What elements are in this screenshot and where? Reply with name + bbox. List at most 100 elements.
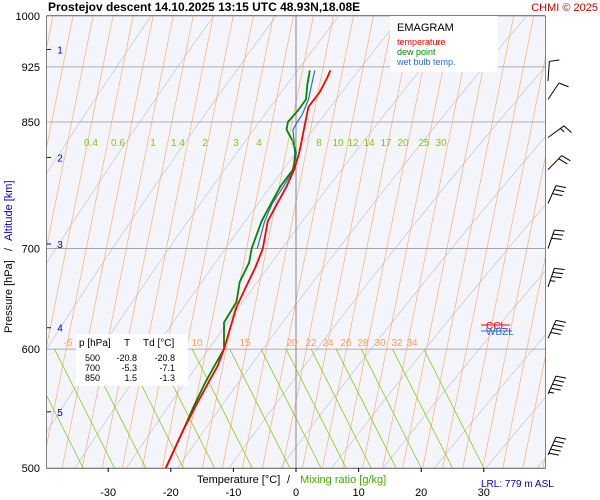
theta-e-line <box>583 16 600 468</box>
mixing-ratio-label: 3 <box>233 138 239 149</box>
theta-e-line <box>47 16 114 346</box>
altitude-tick-label: 1 <box>57 45 63 56</box>
theta-e-line <box>47 16 54 48</box>
theta-e-label: 26 <box>340 338 352 349</box>
x-axis-label-temperature: Temperature [°C] <box>197 474 280 486</box>
dry-adiabat <box>536 458 545 468</box>
mixing-ratio-label: 2 <box>202 138 208 149</box>
lrl-label: LRL: 779 m ASL <box>481 479 554 490</box>
theta-e-line <box>563 16 600 468</box>
copyright: CHMI © 2025 <box>531 2 598 14</box>
background-lines <box>0 16 600 468</box>
theta-e-line <box>542 455 545 468</box>
theta-e-line <box>442 16 535 468</box>
theta-e-label: 10 <box>191 338 203 349</box>
wind-barb <box>547 185 567 204</box>
theta-e-line <box>322 16 414 468</box>
mixing-ratio-line <box>0 349 21 468</box>
theta-e-line <box>181 16 274 468</box>
mixing-ratio-line <box>260 348 322 468</box>
mixing-ratio-label: 25 <box>418 138 430 149</box>
wind-barbs <box>547 59 572 456</box>
table-cell: 700 <box>85 363 100 373</box>
wind-barb <box>547 155 571 171</box>
dry-adiabat <box>434 335 545 468</box>
mixing-ratio-label: 20 <box>397 138 409 149</box>
data-table: p [hPa] T Td [°C] 500 -20.8 -20.8 700 -5… <box>76 334 188 386</box>
mixing-ratio-line <box>54 348 115 468</box>
mixing-ratio-label: 1.4 <box>171 138 185 149</box>
level-markers: CCL WBZL <box>481 321 514 338</box>
theta-e-line <box>0 16 13 468</box>
dry-adiabat <box>331 204 545 468</box>
x-axis-label-mixing: Mixing ratio [g/kg] <box>300 474 386 486</box>
temp-tick-label: 20 <box>415 487 427 499</box>
theta-e-line <box>522 356 545 468</box>
table-cell: -5.3 <box>121 363 137 373</box>
mixing-ratio-line <box>47 395 84 468</box>
mixing-ratio-line <box>360 348 422 468</box>
pressure-tick-label: 925 <box>22 62 40 74</box>
table-cell: -7.1 <box>159 363 175 373</box>
mixing-ratio-label: 0.4 <box>84 138 98 149</box>
theta-e-line <box>382 16 474 468</box>
theta-e-label: 15 <box>239 338 251 349</box>
dry-adiabat <box>280 136 545 468</box>
table-header-td: Td [°C] <box>143 338 174 349</box>
mixing-ratio-line <box>310 348 372 468</box>
mixing-ratio-line <box>392 348 453 468</box>
theta-e-label: -5 <box>64 338 73 349</box>
temp-tick-label: -30 <box>100 487 116 499</box>
table-cell: 500 <box>85 353 100 363</box>
altitude-tick-label: 5 <box>57 408 63 419</box>
dry-adiabat <box>589 16 600 468</box>
theta-e-label: 24 <box>322 338 334 349</box>
wind-barb <box>547 59 560 82</box>
theta-e-label: 34 <box>406 338 418 349</box>
mixing-ratio-line <box>191 348 253 468</box>
legend-item-dew-point: dew point <box>397 47 436 57</box>
temp-tick-label: 10 <box>352 487 364 499</box>
theta-e-label: 20 <box>286 338 298 349</box>
series-wet-bulb-temp <box>256 70 316 249</box>
mixing-ratio-label: 17 <box>380 138 392 149</box>
dry-adiabat <box>47 16 152 174</box>
temp-tick-label: 30 <box>478 487 490 499</box>
altitude-tick-label: 4 <box>57 324 63 335</box>
altitude-tick-label: 2 <box>57 153 63 164</box>
theta-e-label: 30 <box>374 338 386 349</box>
chart-title: Prostejov descent 14.10.2025 13:15 UTC 4… <box>48 0 360 14</box>
wind-barb <box>547 319 567 339</box>
wbzl-label: WBZL <box>486 327 514 338</box>
wind-barb <box>547 125 572 138</box>
theta-e-line <box>141 16 234 468</box>
theta-e-line <box>121 16 214 468</box>
pressure-tick-label: 700 <box>22 244 40 256</box>
table-header-t: T <box>124 338 130 349</box>
theta-e-line <box>402 16 495 468</box>
theta-e-line <box>362 16 454 468</box>
theta-e-line <box>462 57 545 468</box>
y-axis-title: Pressure [hPa] / Altitude [km] <box>3 180 15 333</box>
pressure-tick-label: 600 <box>22 344 40 356</box>
temp-tick-label: -10 <box>225 487 241 499</box>
temp-tick-label: 0 <box>293 487 299 499</box>
table-cell: -1.3 <box>159 373 175 383</box>
theta-e-label: 22 <box>305 338 317 349</box>
theta-e-label: 32 <box>391 338 403 349</box>
theta-e-line <box>161 16 254 468</box>
theta-e-line <box>262 16 354 468</box>
dry-adiabat <box>47 16 214 263</box>
mixing-ratio-label: 14 <box>363 138 375 149</box>
y-axis-label-pressure: Pressure [hPa] <box>3 260 15 333</box>
dry-adiabat <box>228 66 545 468</box>
mixing-ratio-label: 1 <box>150 138 156 149</box>
legend-item-temperature: temperature <box>397 37 446 47</box>
ccl-label: CCL <box>486 321 506 332</box>
mixing-ratio-label: 12 <box>347 138 359 149</box>
theta-e-line <box>202 16 294 468</box>
mixing-ratio-line <box>0 349 46 468</box>
dry-adiabat <box>47 16 277 349</box>
theta-e-line <box>502 256 545 468</box>
y-axis-label-altitude: Altitude [km] <box>3 180 15 241</box>
